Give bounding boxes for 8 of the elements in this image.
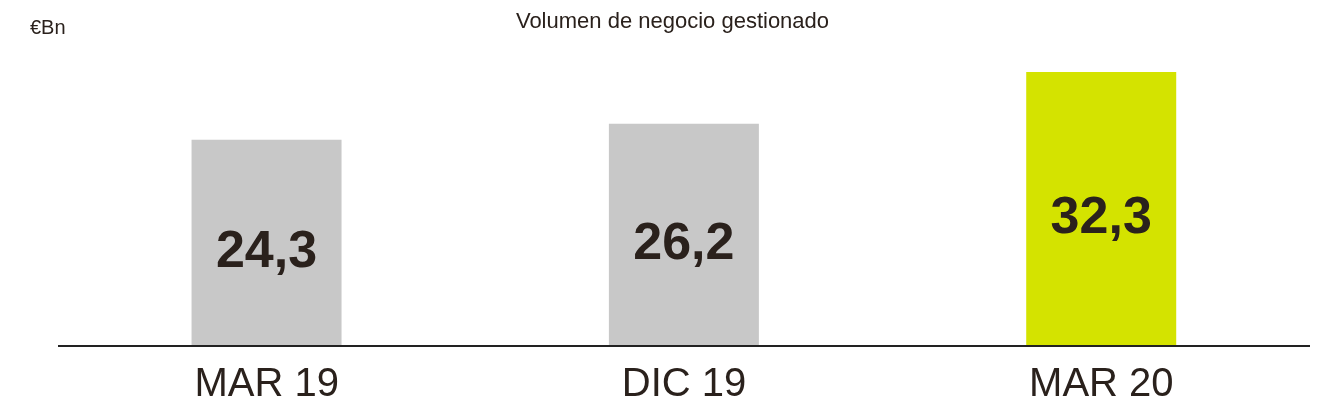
chart-title: Volumen de negocio gestionado <box>515 8 830 33</box>
data-label: 24,3 <box>215 219 318 278</box>
x-tick-label: MAR 20 <box>1029 360 1174 405</box>
data-label: 32,3 <box>1050 185 1152 244</box>
x-tick-label: MAR 19 <box>194 360 339 405</box>
data-label: 26,2 <box>633 211 735 270</box>
y-axis-title: €Bn <box>30 16 66 39</box>
x-tick-label: DIC 19 <box>621 360 747 405</box>
